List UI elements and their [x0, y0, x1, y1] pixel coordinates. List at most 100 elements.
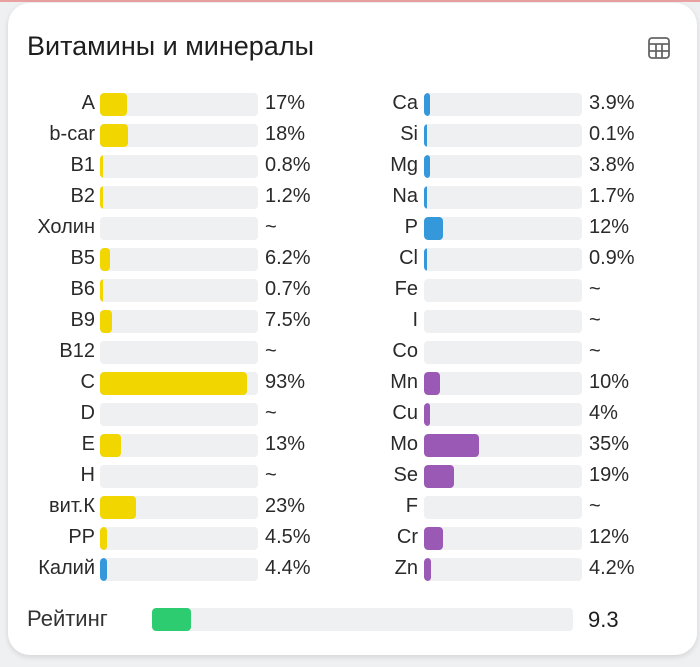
nutrient-label: B5	[70, 247, 95, 269]
nutrient-row: I ~	[328, 307, 668, 338]
nutrient-bar	[424, 403, 582, 426]
nutrient-value: 4.4%	[265, 557, 311, 579]
nutrient-bar	[100, 527, 258, 550]
nutrient-label: Co	[392, 340, 418, 362]
vitamins-column: A 17% b-car 18% B1 0.8% B2 1.2% Холин ~ B5 6.2% B6 0.…	[8, 90, 348, 586]
nutrient-row: B6 0.7%	[8, 276, 348, 307]
nutrient-row: Mo 35%	[328, 431, 668, 462]
nutrient-bar	[100, 496, 258, 519]
nutrient-value: 0.7%	[265, 278, 311, 300]
nutrient-row: Si 0.1%	[328, 121, 668, 152]
nutrient-label: Cu	[392, 402, 418, 424]
nutrient-value: 19%	[589, 464, 630, 486]
nutrient-label: Mg	[390, 154, 418, 176]
nutrient-bar-fill	[424, 93, 430, 116]
nutrient-value: 35%	[589, 433, 630, 455]
nutrient-label: P	[404, 216, 418, 238]
nutrient-bar	[424, 310, 582, 333]
nutrient-value: 0.9%	[589, 247, 635, 269]
nutrient-row: H ~	[8, 462, 348, 493]
nutrient-row: B5 6.2%	[8, 245, 348, 276]
nutrient-bar	[100, 434, 258, 457]
vitamins-minerals-card: Витамины и минералы A 17% b-car 18% B1 0.8% B2…	[8, 3, 697, 655]
nutrient-bar	[100, 186, 258, 209]
rating-bar	[152, 608, 573, 631]
nutrient-bar-fill	[424, 527, 443, 550]
nutrient-row: Ca 3.9%	[328, 90, 668, 121]
nutrient-bar-fill	[424, 372, 440, 395]
nutrient-row: Fe ~	[328, 276, 668, 307]
rating-label: Рейтинг	[27, 606, 108, 631]
table-icon[interactable]	[647, 36, 671, 60]
nutrient-value: 3.8%	[589, 154, 635, 176]
nutrient-bar	[424, 372, 582, 395]
nutrient-bar-fill	[100, 496, 136, 519]
nutrient-bar-fill	[424, 124, 427, 147]
nutrient-value: 23%	[265, 495, 306, 517]
nutrient-bar-fill	[100, 310, 112, 333]
nutrient-value: ~	[265, 464, 277, 486]
nutrient-row: Cu 4%	[328, 400, 668, 431]
nutrient-bar	[424, 527, 582, 550]
nutrient-value: 10%	[589, 371, 630, 393]
nutrient-bar-fill	[424, 558, 431, 581]
nutrient-row: вит.К 23%	[8, 493, 348, 524]
nutrient-value: 1.2%	[265, 185, 311, 207]
nutrient-bar-fill	[100, 124, 128, 147]
nutrient-bar	[100, 558, 258, 581]
nutrient-label: PP	[68, 526, 95, 548]
nutrient-bar	[424, 93, 582, 116]
nutrient-bar-fill	[424, 217, 443, 240]
nutrient-row: Zn 4.2%	[328, 555, 668, 586]
nutrient-bar-fill	[100, 186, 103, 209]
nutrient-value: 12%	[589, 216, 630, 238]
nutrient-bar-fill	[424, 403, 430, 426]
nutrient-bar-fill	[424, 186, 427, 209]
nutrient-label: Ca	[392, 92, 418, 114]
nutrient-row: D ~	[8, 400, 348, 431]
nutrient-label: I	[412, 309, 418, 331]
nutrient-value: 12%	[589, 526, 630, 548]
nutrient-value: ~	[589, 495, 601, 517]
nutrient-value: 93%	[265, 371, 306, 393]
nutrient-row: B12 ~	[8, 338, 348, 369]
nutrient-bar-fill	[100, 372, 247, 395]
nutrient-label: Se	[393, 464, 418, 486]
nutrient-label: D	[80, 402, 95, 424]
nutrient-bar	[100, 93, 258, 116]
nutrient-bar	[424, 155, 582, 178]
nutrient-value: ~	[589, 340, 601, 362]
nutrient-label: Калий	[38, 557, 95, 579]
nutrient-label: Mn	[390, 371, 418, 393]
nutrient-row: Mn 10%	[328, 369, 668, 400]
nutrient-bar	[424, 558, 582, 581]
nutrient-bar	[100, 248, 258, 271]
nutrient-label: B12	[59, 340, 95, 362]
nutrient-label: Na	[392, 185, 418, 207]
nutrient-value: 0.8%	[265, 154, 311, 176]
nutrient-value: 3.9%	[589, 92, 635, 114]
nutrient-row: Cl 0.9%	[328, 245, 668, 276]
nutrient-bar	[100, 465, 258, 488]
nutrient-label: C	[80, 371, 95, 393]
nutrient-value: 0.1%	[589, 123, 635, 145]
nutrient-bar-fill	[424, 465, 454, 488]
nutrient-bar	[424, 434, 582, 457]
nutrient-bar	[100, 217, 258, 240]
nutrient-row: Mg 3.8%	[328, 152, 668, 183]
nutrient-value: 4.2%	[589, 557, 635, 579]
nutrient-bar	[424, 248, 582, 271]
nutrient-label: E	[81, 433, 95, 455]
nutrient-bar	[424, 279, 582, 302]
nutrient-row: b-car 18%	[8, 121, 348, 152]
nutrient-value: 7.5%	[265, 309, 311, 331]
nutrient-value: ~	[265, 216, 277, 238]
nutrient-row: B2 1.2%	[8, 183, 348, 214]
nutrient-bar-fill	[100, 558, 107, 581]
nutrient-row: Se 19%	[328, 462, 668, 493]
nutrient-label: Si	[400, 123, 418, 145]
nutrient-label: Холин	[37, 216, 95, 238]
nutrient-row: F ~	[328, 493, 668, 524]
nutrient-bar	[424, 217, 582, 240]
nutrient-row: PP 4.5%	[8, 524, 348, 555]
